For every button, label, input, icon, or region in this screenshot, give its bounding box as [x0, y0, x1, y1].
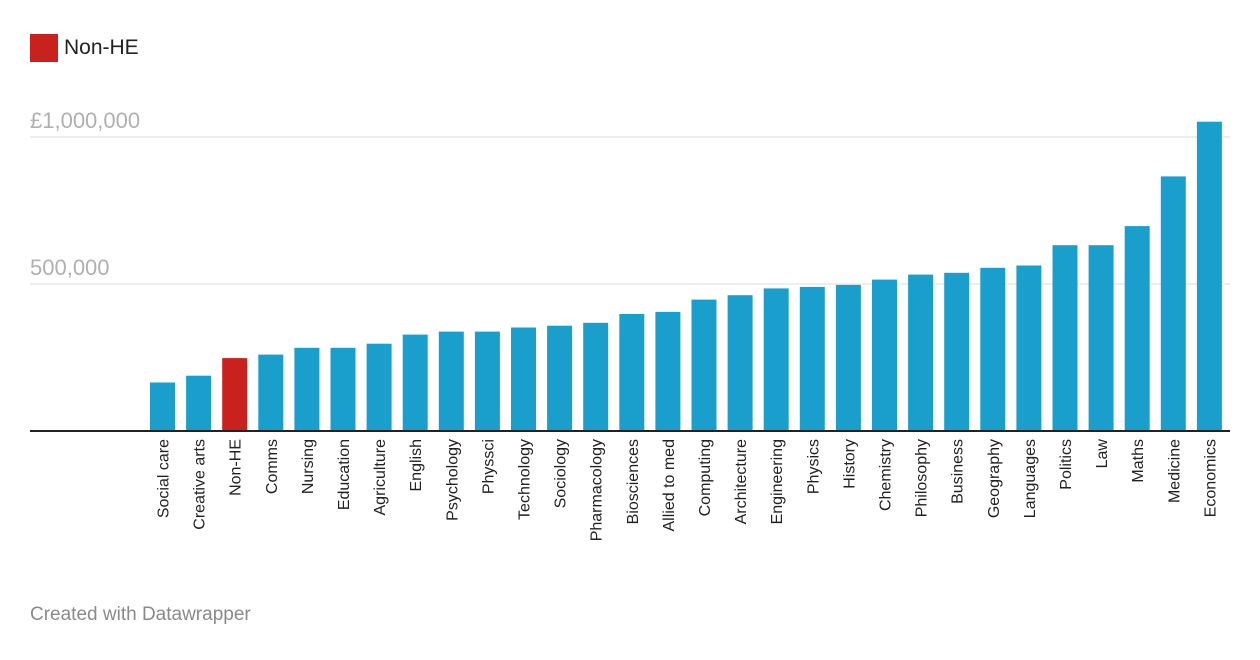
bar — [980, 267, 1006, 431]
bar — [908, 274, 934, 431]
bar — [835, 284, 861, 431]
bar — [222, 358, 248, 431]
category-label: English — [408, 439, 425, 491]
category-label: Politics — [1058, 439, 1075, 490]
category-label: Business — [950, 439, 967, 504]
category-label: Geography — [986, 439, 1003, 518]
bar — [1016, 265, 1042, 431]
y-tick-label: £1,000,000 — [30, 108, 140, 133]
bar — [872, 279, 897, 431]
bar — [474, 331, 500, 431]
category-label: Non-HE — [228, 439, 245, 496]
bar — [583, 322, 609, 431]
category-label: Physsci — [480, 439, 497, 494]
bar — [547, 325, 573, 431]
category-label: Creative arts — [192, 439, 209, 530]
category-label: Architecture — [733, 439, 750, 524]
bar — [727, 295, 753, 431]
category-label: Sociology — [553, 439, 570, 508]
category-label: Comms — [264, 439, 281, 494]
bar — [691, 299, 717, 431]
category-label: Education — [336, 439, 353, 510]
bar — [944, 272, 970, 431]
category-label: Economics — [1202, 439, 1219, 517]
category-label: Technology — [517, 439, 534, 520]
category-label: Social care — [156, 439, 173, 518]
credit-footer: Created with Datawrapper — [30, 604, 251, 625]
bar — [655, 311, 681, 431]
category-label: Languages — [1022, 439, 1039, 518]
legend-swatch — [30, 34, 58, 62]
bar — [366, 343, 392, 431]
y-tick-label: 500,000 — [30, 255, 110, 280]
bar-chart: 500,000 £1,000,000 Social care Creative ar… — [30, 108, 1230, 542]
category-label: Physics — [805, 439, 822, 494]
category-label: Philosophy — [914, 439, 931, 517]
category-label: Nursing — [300, 439, 317, 494]
category-label: Biosciences — [625, 439, 642, 524]
bar-layer — [30, 121, 1230, 432]
bar — [763, 288, 789, 431]
category-label: History — [841, 439, 858, 489]
bar — [186, 375, 212, 431]
category-label: Maths — [1130, 439, 1147, 483]
bar — [438, 331, 464, 431]
grid-layer: 500,000 £1,000,000 — [30, 108, 1230, 285]
bar — [1124, 226, 1150, 431]
bar — [799, 286, 825, 431]
bar — [1088, 245, 1114, 431]
category-label: Computing — [697, 439, 714, 516]
category-label: Engineering — [769, 439, 786, 524]
bar — [1196, 121, 1222, 431]
bar — [402, 334, 428, 431]
category-label: Pharmacology — [589, 439, 606, 541]
legend: Non-HE — [30, 34, 139, 62]
legend-label: Non-HE — [64, 36, 139, 59]
category-label-layer: Social care Creative arts Non-HE Comms Nursi… — [156, 439, 1220, 542]
bar — [150, 382, 175, 431]
category-label: Psychology — [444, 439, 461, 521]
category-label: Medicine — [1166, 439, 1183, 503]
bar — [511, 327, 536, 431]
category-label: Allied to med — [661, 439, 678, 532]
bar — [1052, 245, 1078, 431]
bar — [619, 314, 645, 431]
category-label: Chemistry — [878, 439, 895, 511]
bar — [1160, 176, 1186, 431]
category-label: Law — [1094, 439, 1111, 469]
bar — [330, 347, 356, 431]
bar — [294, 347, 320, 431]
bar — [258, 354, 284, 431]
category-label: Agriculture — [372, 439, 389, 516]
